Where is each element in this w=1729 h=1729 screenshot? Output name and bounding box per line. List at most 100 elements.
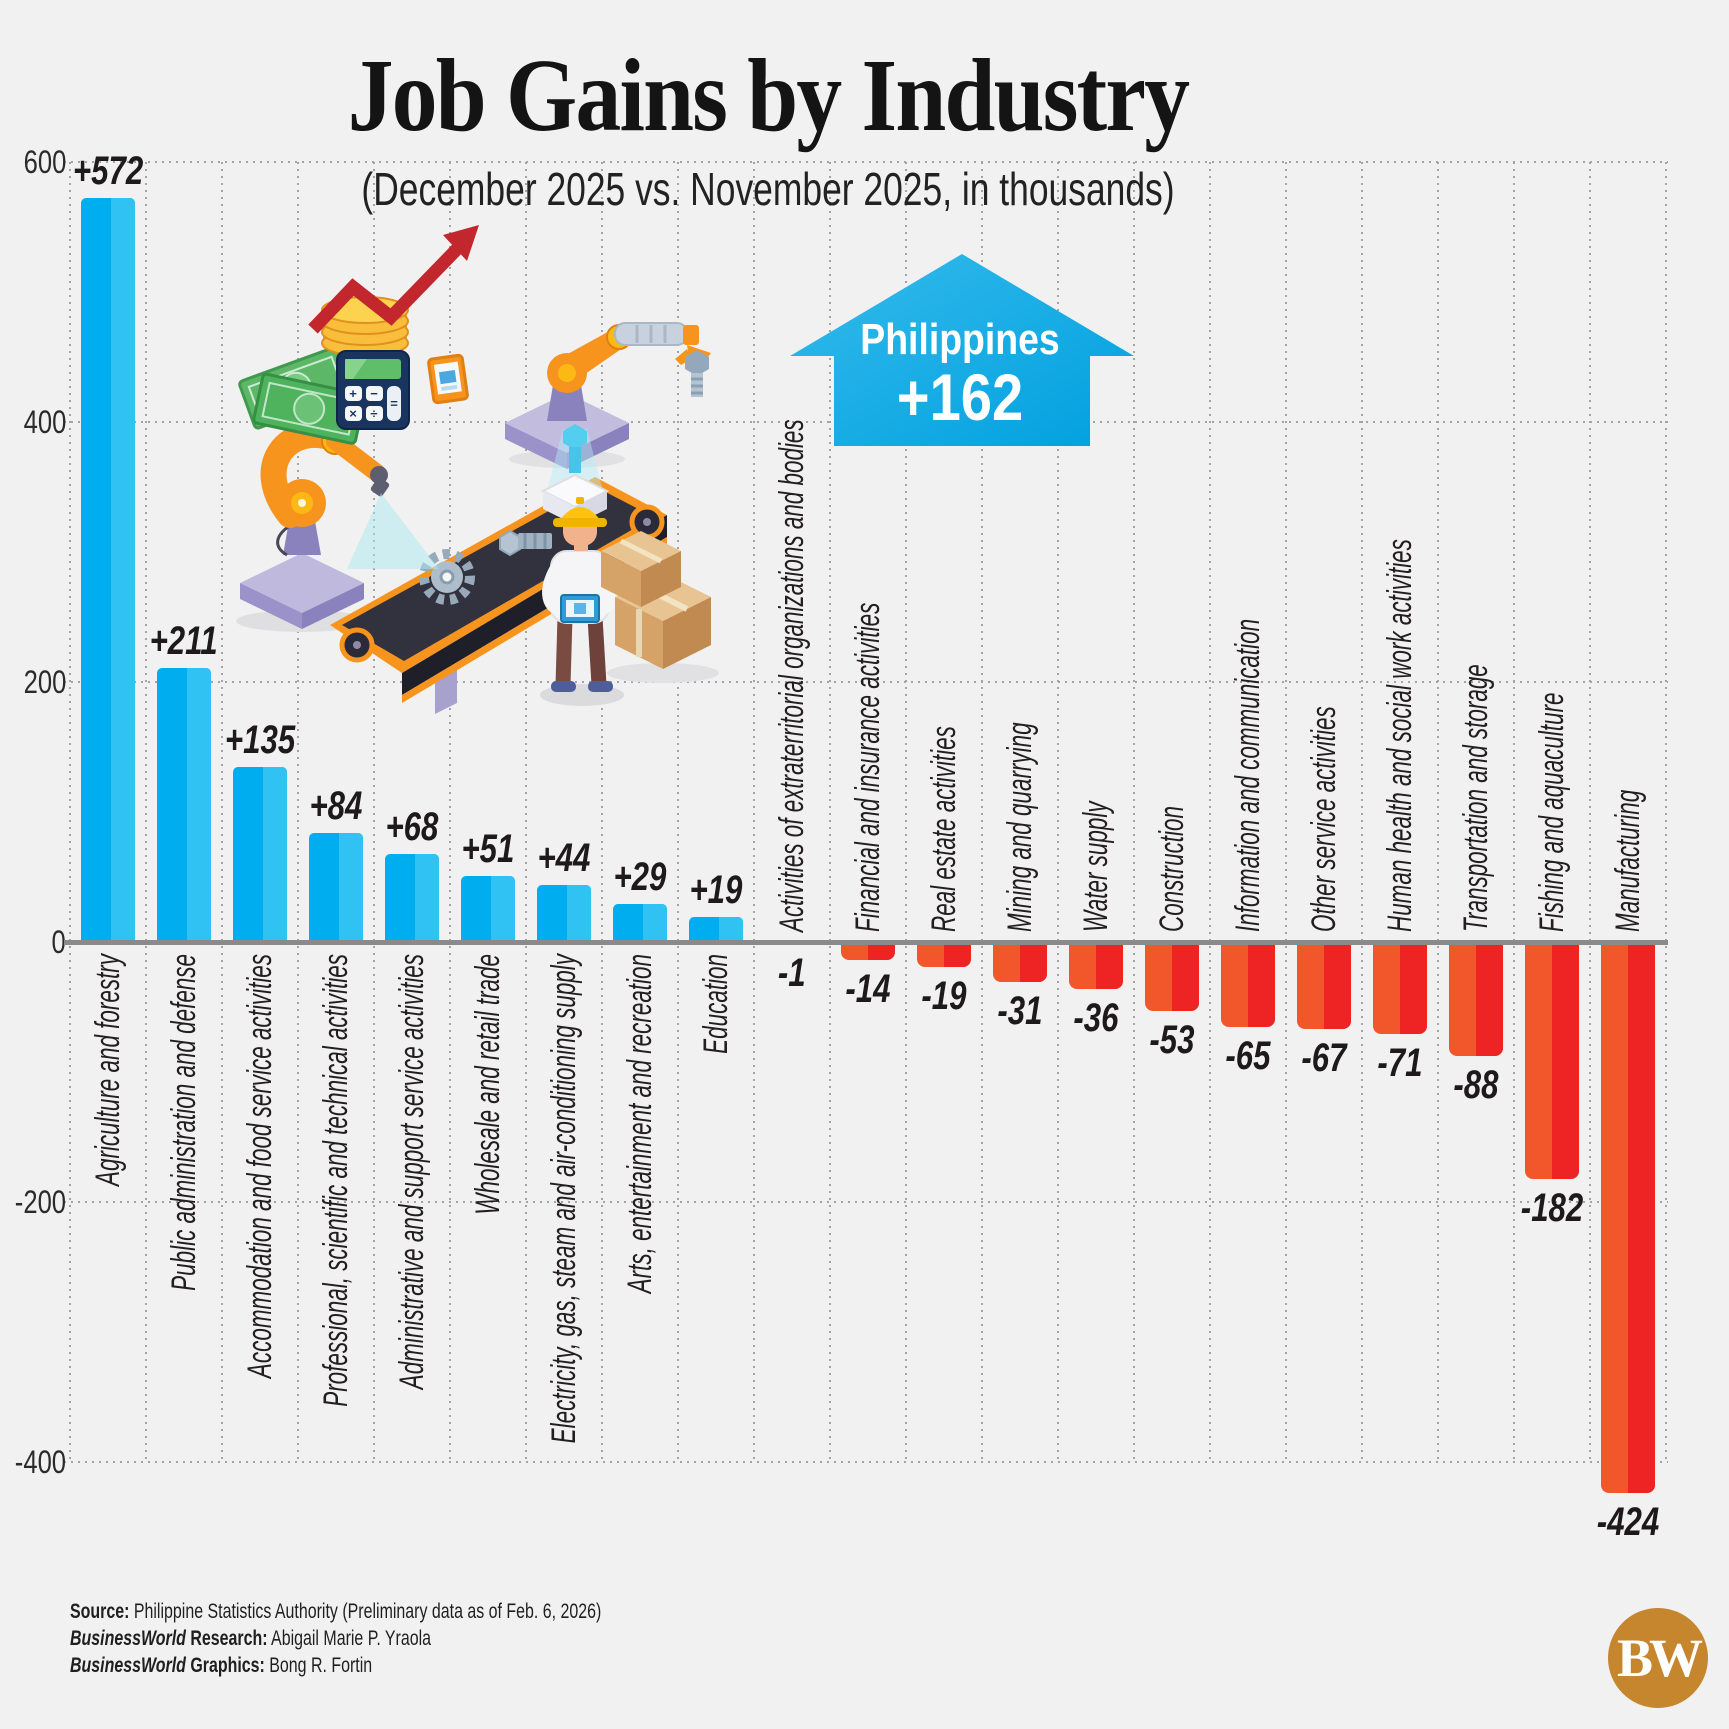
- gridline-vertical: [981, 162, 983, 1462]
- bar-positive: [81, 198, 135, 942]
- bar-highlight: [1552, 942, 1579, 1179]
- bar-positive: [385, 853, 439, 942]
- bar-positive: [613, 904, 667, 942]
- bar-value-label: +211: [150, 618, 218, 663]
- bar-positive: [157, 667, 211, 942]
- bar-highlight: [186, 667, 211, 942]
- svg-text:+: +: [349, 386, 357, 401]
- category-label: Wholesale and retail trade: [469, 954, 507, 1215]
- category-label: Other service activities: [1305, 706, 1343, 932]
- gridline-vertical: [753, 162, 755, 1462]
- bar-highlight: [1400, 942, 1427, 1035]
- page-title: Job Gains by Industry: [347, 38, 1190, 153]
- bar-value-label: +29: [613, 855, 667, 900]
- bar-highlight: [1172, 942, 1199, 1011]
- bar-negative: [1449, 942, 1503, 1057]
- bar-value-label: -14: [845, 967, 891, 1012]
- gridline-vertical: [221, 162, 223, 1462]
- bar-highlight: [414, 853, 439, 942]
- category-label: Arts, entertainment and recreation: [621, 954, 659, 1294]
- gridline-vertical: [829, 162, 831, 1462]
- bar-negative: [841, 942, 895, 961]
- up-arrow-icon: [790, 254, 1134, 446]
- gridline-vertical: [677, 162, 679, 1462]
- philippines-total-arrow: Philippines +162: [780, 250, 1140, 446]
- gridline-vertical: [373, 162, 375, 1462]
- category-label: Real estate activities: [925, 726, 963, 932]
- bar-highlight: [944, 942, 971, 967]
- bar-positive: [233, 766, 287, 942]
- gridline-vertical: [297, 162, 299, 1462]
- category-label: Human health and social work activities: [1381, 539, 1419, 932]
- bar-value-label: +135: [224, 717, 296, 762]
- bar-value-label: +572: [72, 149, 144, 194]
- bar-positive: [689, 917, 743, 942]
- credit-research: BusinessWorld Research: Abigail Marie P.…: [70, 1627, 432, 1650]
- credits: Source: Philippine Statistics Authority …: [70, 1598, 601, 1679]
- gridline-vertical: [1361, 162, 1363, 1462]
- gridline-horizontal: [64, 161, 1668, 163]
- gridline-horizontal: [64, 681, 1668, 683]
- svg-text:÷: ÷: [370, 406, 377, 421]
- gridline-vertical: [1133, 162, 1135, 1462]
- bar-negative: [1145, 942, 1199, 1011]
- bar-value-label: +68: [385, 804, 439, 849]
- philippines-value: +162: [896, 360, 1024, 434]
- gridline-vertical: [1589, 162, 1591, 1462]
- y-axis-tick-label: 600: [23, 144, 66, 180]
- bar-negative: [1221, 942, 1275, 1027]
- gridline-vertical: [525, 162, 527, 1462]
- zero-axis-line: [64, 940, 1668, 945]
- bar-highlight: [1628, 942, 1655, 1494]
- bar-negative: [1601, 942, 1655, 1494]
- bar-highlight: [1248, 942, 1275, 1027]
- bar-value-label: +19: [689, 868, 743, 913]
- svg-text:=: =: [390, 396, 398, 411]
- bar-highlight: [1020, 942, 1047, 983]
- bar-value-label: -1: [778, 951, 806, 995]
- bar-value-label: -424: [1596, 1500, 1660, 1545]
- credit-graphics: BusinessWorld Graphics: Bong R. Fortin: [70, 1654, 373, 1677]
- bar-positive: [461, 875, 515, 942]
- gridline-vertical: [1285, 162, 1287, 1462]
- category-label: Mining and quarrying: [1001, 722, 1039, 932]
- bar-value-label: -65: [1225, 1033, 1271, 1078]
- bar-value-label: -88: [1453, 1063, 1499, 1108]
- gridline-vertical: [1665, 162, 1667, 1462]
- credit-source: Source: Philippine Statistics Authority …: [70, 1600, 602, 1623]
- gridline-vertical: [1057, 162, 1059, 1462]
- y-axis-tick-label: -200: [14, 1184, 66, 1220]
- gridline-vertical: [449, 162, 451, 1462]
- svg-text:−: −: [370, 386, 378, 401]
- category-label: Financial and insurance activities: [849, 602, 887, 932]
- bar-value-label: -67: [1301, 1036, 1347, 1081]
- bar-negative: [1297, 942, 1351, 1030]
- bar-value-label: -53: [1149, 1017, 1195, 1062]
- category-label: Electricity, gas, steam and air-conditio…: [545, 954, 583, 1444]
- bar-highlight: [490, 875, 515, 942]
- bar-positive: [537, 884, 591, 942]
- gridline-vertical: [905, 162, 907, 1462]
- category-label: Fishing and aquaculture: [1533, 692, 1571, 932]
- factory-illustration: + − × ÷ =: [236, 225, 719, 714]
- category-label: Construction: [1153, 806, 1191, 932]
- bar-value-label: -36: [1073, 995, 1119, 1040]
- bar-value-label: -182: [1520, 1185, 1584, 1230]
- bar-highlight: [642, 904, 667, 942]
- philippines-label: Philippines: [860, 315, 1060, 364]
- y-axis-tick-label: 200: [23, 664, 66, 700]
- gridline-vertical: [69, 162, 71, 1462]
- businessworld-logo: BW: [1608, 1608, 1708, 1708]
- bar-negative: [1373, 942, 1427, 1035]
- category-label: Transportation and storage: [1457, 664, 1495, 932]
- category-label: Accommodation and food service activitie…: [241, 954, 279, 1379]
- category-label: Agriculture and forestry: [89, 954, 127, 1186]
- category-label: Information and communication: [1229, 618, 1267, 932]
- bar-highlight: [262, 766, 287, 942]
- gridline-vertical: [145, 162, 147, 1462]
- bar-value-label: +51: [461, 826, 515, 871]
- category-label: Administrative and support service activ…: [393, 954, 431, 1390]
- page-subtitle: (December 2025 vs. November 2025, in tho…: [361, 163, 1175, 215]
- category-label: Water supply: [1077, 801, 1115, 932]
